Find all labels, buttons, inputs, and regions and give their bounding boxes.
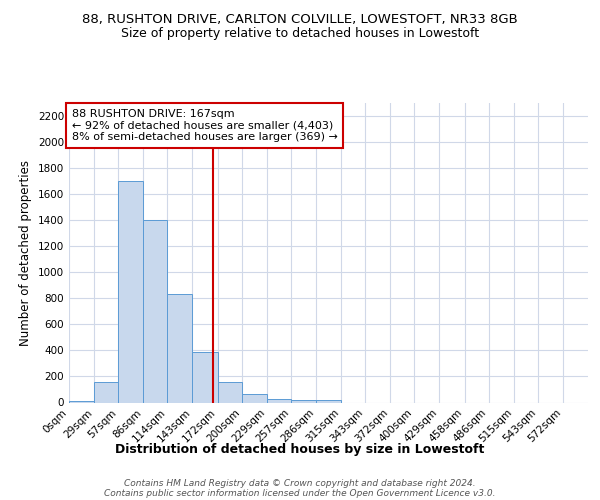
Bar <box>267 398 291 402</box>
Bar <box>143 220 167 402</box>
Bar <box>316 400 341 402</box>
Text: Distribution of detached houses by size in Lowestoft: Distribution of detached houses by size … <box>115 442 485 456</box>
Bar <box>167 294 193 403</box>
Text: 88 RUSHTON DRIVE: 167sqm
← 92% of detached houses are smaller (4,403)
8% of semi: 88 RUSHTON DRIVE: 167sqm ← 92% of detach… <box>71 109 337 142</box>
Bar <box>193 352 218 403</box>
Bar <box>69 400 94 402</box>
Bar <box>291 400 316 402</box>
Y-axis label: Number of detached properties: Number of detached properties <box>19 160 32 346</box>
Text: 88, RUSHTON DRIVE, CARLTON COLVILLE, LOWESTOFT, NR33 8GB: 88, RUSHTON DRIVE, CARLTON COLVILLE, LOW… <box>82 12 518 26</box>
Bar <box>242 394 267 402</box>
Text: Contains HM Land Registry data © Crown copyright and database right 2024.: Contains HM Land Registry data © Crown c… <box>124 478 476 488</box>
Bar <box>218 382 242 402</box>
Text: Contains public sector information licensed under the Open Government Licence v3: Contains public sector information licen… <box>104 488 496 498</box>
Text: Size of property relative to detached houses in Lowestoft: Size of property relative to detached ho… <box>121 28 479 40</box>
Bar <box>118 181 143 402</box>
Bar <box>94 382 118 402</box>
